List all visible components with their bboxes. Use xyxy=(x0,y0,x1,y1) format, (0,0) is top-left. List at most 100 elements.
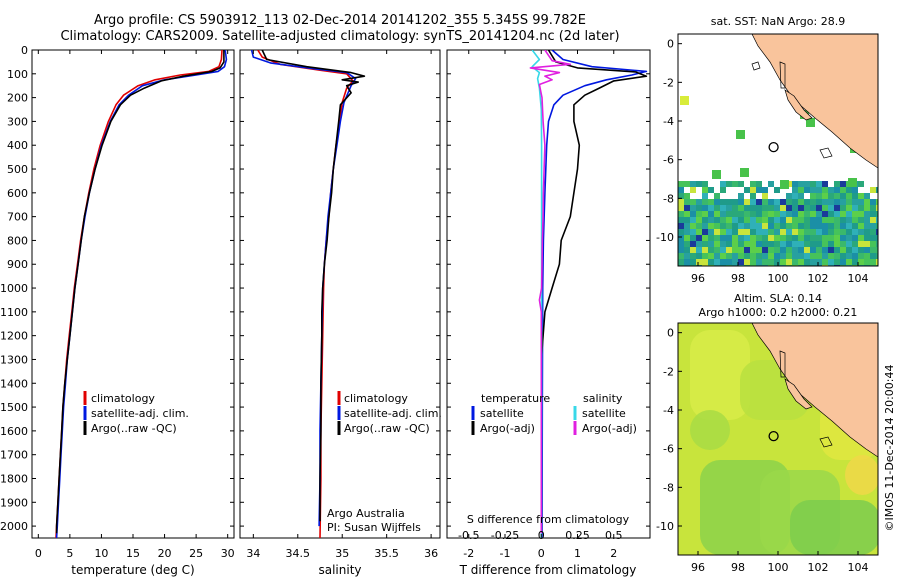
x-tick-label: 35 xyxy=(335,547,349,560)
sst-cell xyxy=(720,187,726,193)
sst-cell xyxy=(750,205,756,211)
sst-cell xyxy=(756,211,762,217)
sst-cell xyxy=(804,241,810,247)
sst-cell xyxy=(720,241,726,247)
difference-legend: temperature salinity satellite Argo(-adj… xyxy=(471,392,637,435)
sst-cell xyxy=(684,217,690,223)
sst-cell xyxy=(828,199,834,205)
sst-cell xyxy=(876,211,878,217)
sst-cell xyxy=(864,247,870,253)
sst-cell xyxy=(768,217,774,223)
x-tick-label: 2 xyxy=(610,547,617,560)
sst-cell xyxy=(822,205,828,211)
sst-cell xyxy=(768,199,774,205)
legend-title-salinity: salinity xyxy=(583,392,623,405)
sst-cell xyxy=(786,193,792,199)
annotation-pi: PI: Susan Wijffels xyxy=(327,521,421,534)
argo-position-marker xyxy=(768,141,779,153)
sst-cell xyxy=(708,235,714,241)
series-line-1 xyxy=(540,50,648,534)
sst-cell xyxy=(684,181,690,187)
sst-cell xyxy=(816,259,822,265)
sla-map-subtitle: Argo h1000: 0.2 h2000: 0.21 xyxy=(699,306,858,319)
series-line-2 xyxy=(261,50,366,522)
x-tick-label: 35.5 xyxy=(374,547,399,560)
sst-cell xyxy=(714,259,720,265)
sst-cell xyxy=(702,193,708,199)
sst-cell xyxy=(780,259,786,265)
depth-tick-label: 900 xyxy=(7,258,28,271)
x-tick-label: 34 xyxy=(246,547,260,560)
sst-cell xyxy=(678,181,684,187)
map-x-tick-label: 100 xyxy=(768,272,789,285)
sst-cell xyxy=(792,187,798,193)
sst-cell xyxy=(816,229,822,235)
sst-cell xyxy=(738,193,744,199)
sst-cell xyxy=(816,211,822,217)
depth-tick-label: 200 xyxy=(7,92,28,105)
sst-cell xyxy=(828,241,834,247)
sst-cell xyxy=(720,217,726,223)
sst-cell xyxy=(720,205,726,211)
sst-cell xyxy=(786,253,792,259)
sst-cell xyxy=(870,187,876,193)
sla-patch xyxy=(790,500,878,555)
sst-cell xyxy=(702,247,708,253)
sst-cell xyxy=(690,235,696,241)
sst-cell xyxy=(846,229,852,235)
sst-cell xyxy=(846,211,852,217)
sst-cell xyxy=(684,223,690,229)
sst-cell xyxy=(858,205,864,211)
x-tick-label: 0 xyxy=(35,547,42,560)
sst-cell xyxy=(732,181,738,187)
sst-cell xyxy=(684,247,690,253)
sst-cell xyxy=(840,235,846,241)
sst-cell xyxy=(702,217,708,223)
sst-cell xyxy=(858,241,864,247)
sst-cell xyxy=(852,235,858,241)
sst-cell xyxy=(774,199,780,205)
sst-cell xyxy=(792,205,798,211)
sst-cell xyxy=(858,253,864,259)
sst-cell xyxy=(804,199,810,205)
depth-tick-label: 1100 xyxy=(0,306,28,319)
sst-cell xyxy=(858,247,864,253)
sst-cell xyxy=(726,205,732,211)
sst-cell xyxy=(798,187,804,193)
sst-cell xyxy=(774,253,780,259)
sst-cell xyxy=(768,235,774,241)
sst-cell xyxy=(834,217,840,223)
sst-cell xyxy=(810,217,816,223)
sst-cell xyxy=(696,253,702,259)
sst-cell xyxy=(756,181,762,187)
sst-cell xyxy=(732,247,738,253)
sst-cell xyxy=(774,223,780,229)
sst-cell xyxy=(828,259,834,265)
sst-cell xyxy=(720,199,726,205)
sst-cell xyxy=(696,211,702,217)
sla-map-ticks: 96 98 100 102 104 0 -2 -4 -6 -8 -10 xyxy=(656,327,868,574)
temperature-ticks: 0 5 10 15 20 25 30 xyxy=(35,50,235,560)
sst-cell xyxy=(726,235,732,241)
sst-cell xyxy=(690,229,696,235)
sst-cell xyxy=(870,205,876,211)
sst-cell xyxy=(834,211,840,217)
sst-cell xyxy=(762,187,768,193)
sst-cell xyxy=(744,241,750,247)
sst-cell xyxy=(822,229,828,235)
sst-cell xyxy=(714,235,720,241)
sst-cell xyxy=(732,223,738,229)
sst-cell xyxy=(684,241,690,247)
sst-cell xyxy=(858,259,864,265)
map-y-tick-label: -10 xyxy=(656,520,674,533)
sst-cell xyxy=(852,259,858,265)
sst-cell xyxy=(876,253,878,259)
sst-cell xyxy=(684,205,690,211)
temperature-xlabel: temperature (deg C) xyxy=(71,563,194,577)
sst-cell xyxy=(750,187,756,193)
sst-cell xyxy=(822,193,828,199)
sst-cell xyxy=(744,247,750,253)
sst-cell xyxy=(798,205,804,211)
sst-cell xyxy=(702,229,708,235)
sst-cell xyxy=(858,217,864,223)
